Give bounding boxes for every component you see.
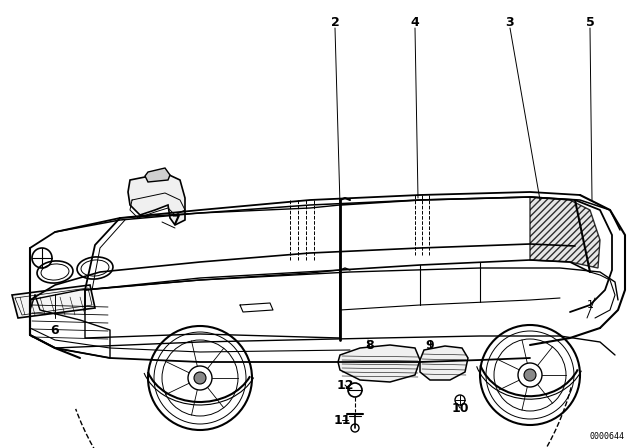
Text: 11: 11 <box>333 414 351 426</box>
Text: 4: 4 <box>411 16 419 29</box>
Text: 9: 9 <box>426 339 435 352</box>
Text: 10: 10 <box>451 401 468 414</box>
Polygon shape <box>128 173 185 225</box>
Polygon shape <box>12 285 95 318</box>
Text: 5: 5 <box>586 16 595 29</box>
Polygon shape <box>420 346 468 380</box>
Text: 6: 6 <box>51 323 60 336</box>
Text: 12: 12 <box>336 379 354 392</box>
Polygon shape <box>338 345 420 382</box>
Circle shape <box>524 369 536 381</box>
Text: 1: 1 <box>586 300 593 310</box>
Text: 0000644: 0000644 <box>590 431 625 440</box>
Text: 7: 7 <box>171 214 179 227</box>
Polygon shape <box>145 168 170 182</box>
Text: 8: 8 <box>365 339 374 352</box>
Polygon shape <box>530 197 600 268</box>
Text: 3: 3 <box>506 16 515 29</box>
Circle shape <box>194 372 206 384</box>
Text: 2: 2 <box>331 16 339 29</box>
